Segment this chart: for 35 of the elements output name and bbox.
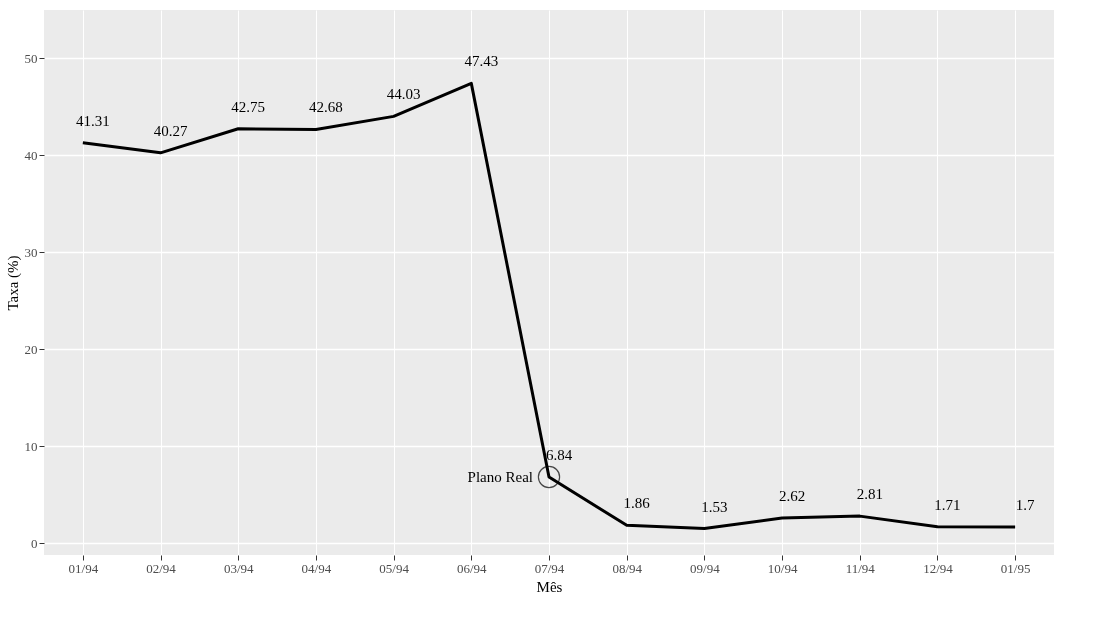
data-label: 2.62 xyxy=(778,487,806,504)
data-label: 47.43 xyxy=(464,53,499,70)
data-label: 1.86 xyxy=(623,495,651,512)
x-tick-label: 01/94 xyxy=(68,560,99,576)
x-tick-label: 12/94 xyxy=(923,560,954,576)
data-label: 42.75 xyxy=(231,98,266,115)
x-tick-label: 03/94 xyxy=(223,560,255,576)
y-axis-title: Taxa (%) xyxy=(4,255,22,311)
y-tick-label: 10 xyxy=(24,438,38,454)
x-tick-label: 02/94 xyxy=(146,560,177,576)
data-label: 2.81 xyxy=(856,486,883,503)
y-tick-label: 0 xyxy=(31,535,38,551)
data-label: 1.53 xyxy=(701,498,728,515)
data-label: 6.84 xyxy=(545,447,573,464)
data-label: 42.68 xyxy=(309,99,343,116)
x-tick-label: 05/94 xyxy=(379,560,410,576)
x-tick-label: 06/94 xyxy=(457,560,488,576)
x-tick-label: 09/94 xyxy=(690,560,721,576)
data-label: 1.7 xyxy=(1015,496,1036,513)
x-tick-label: 01/95 xyxy=(1000,560,1031,576)
x-tick-label: 04/94 xyxy=(301,560,332,576)
x-tick-label: 10/94 xyxy=(767,560,798,576)
annotation: Plano Real xyxy=(467,469,533,486)
data-label: 40.27 xyxy=(153,122,188,139)
x-axis-title: Mês xyxy=(536,578,563,595)
x-tick-label: 07/94 xyxy=(534,560,565,576)
x-tick-label: 11/94 xyxy=(845,560,876,576)
y-tick-label: 30 xyxy=(24,244,38,260)
data-label: 44.03 xyxy=(386,86,421,103)
y-tick-label: 50 xyxy=(24,50,38,66)
x-tick-label: 08/94 xyxy=(612,560,643,576)
data-label: 1.71 xyxy=(934,496,961,513)
y-tick-label: 40 xyxy=(24,147,38,163)
data-label: 41.31 xyxy=(75,112,110,129)
y-tick-label: 20 xyxy=(24,341,38,357)
